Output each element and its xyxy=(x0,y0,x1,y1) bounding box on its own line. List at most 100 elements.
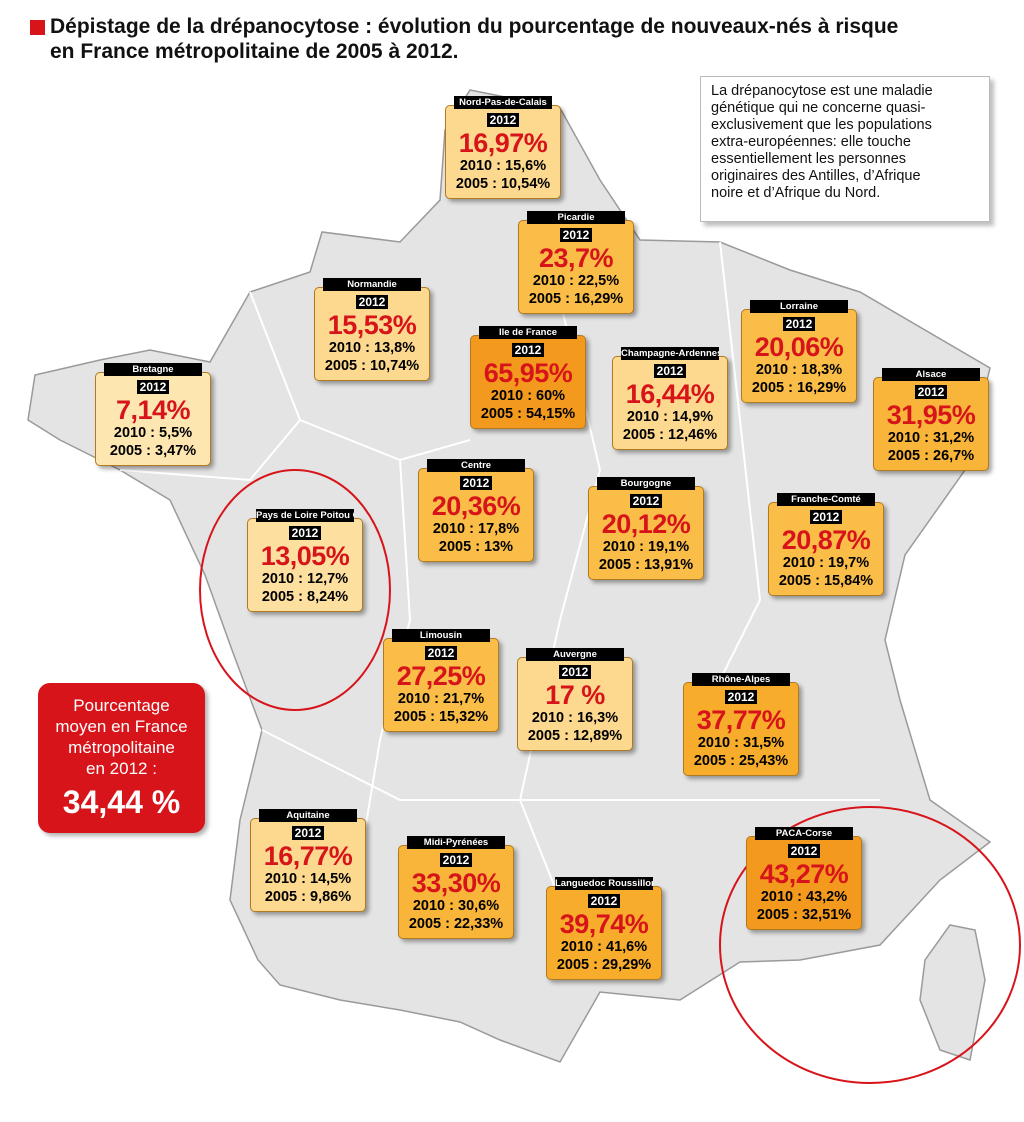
year-label: 2012 xyxy=(439,853,473,867)
region-box: Bretagne 2012 7,14% 2010 : 5,5% 2005 : 3,47% xyxy=(95,363,211,466)
value-2010: 2010 : 30,6% xyxy=(412,898,500,914)
info-line: essentiellement les personnes xyxy=(711,151,907,167)
year-label: 2012 xyxy=(587,894,621,908)
region-name: Picardie xyxy=(527,211,625,224)
year-label: 2012 xyxy=(355,295,389,309)
value-2010: 2010 : 60% xyxy=(490,388,566,404)
region-box: Languedoc Roussillon 2012 39,74% 2010 : 41,… xyxy=(546,877,662,980)
info-line: extra-européennes: elle touche xyxy=(711,134,911,150)
year-label: 2012 xyxy=(558,665,592,679)
value-2012: 39,74% xyxy=(559,909,649,939)
value-2010: 2010 : 41,6% xyxy=(560,939,648,955)
year-label: 2012 xyxy=(288,526,322,540)
value-2012: 31,95% xyxy=(886,400,976,430)
value-2012: 13,05% xyxy=(260,541,350,571)
info-line: génétique qui ne concerne quasi- xyxy=(711,100,926,116)
value-2010: 2010 : 14,9% xyxy=(626,409,714,425)
region-box: Auvergne 2012 17 % 2010 : 16,3% 2005 : 12,89… xyxy=(517,648,633,751)
year-label: 2012 xyxy=(511,343,545,357)
title-line: Dépistage de la drépanocytose : évolutio… xyxy=(50,15,899,38)
border xyxy=(719,241,762,681)
region-borders xyxy=(119,241,880,901)
highlight-circle xyxy=(719,806,1021,1084)
region-name: Bretagne xyxy=(104,363,202,376)
region-name: Rhône-Alpes xyxy=(692,673,790,686)
value-2012: 65,95% xyxy=(483,358,573,388)
value-2012: 27,25% xyxy=(396,661,486,691)
average-line: moyen en France xyxy=(55,717,188,736)
border xyxy=(261,729,880,801)
region-box: Lorraine 2012 20,06% 2010 : 18,3% 2005 : 16,… xyxy=(741,300,857,403)
region-box: Centre 2012 20,36% 2010 : 17,8% 2005 : 13% xyxy=(418,459,534,562)
region-box: Ile de France 2012 65,95% 2010 : 60% 2005 : … xyxy=(470,326,586,429)
region-name: Auvergne xyxy=(526,648,624,661)
year-label: 2012 xyxy=(914,385,948,399)
value-2005: 2005 : 32,51% xyxy=(756,907,852,923)
value-2005: 2005 : 12,89% xyxy=(527,728,623,744)
region-box: Franche-Comté 2012 20,87% 2010 : 19,7% 2005 … xyxy=(768,493,884,596)
value-2012: 20,87% xyxy=(781,525,871,555)
year-label: 2012 xyxy=(486,113,520,127)
region-name: Languedoc Roussillon xyxy=(555,877,653,890)
corsica xyxy=(919,924,986,1061)
region-name: Centre xyxy=(427,459,525,472)
value-2005: 2005 : 13,91% xyxy=(598,557,694,573)
highlight-circle xyxy=(199,469,391,711)
value-2012: 16,44% xyxy=(625,379,715,409)
value-2005: 2005 : 10,54% xyxy=(455,176,551,192)
region-name: Champagne-Ardennes xyxy=(621,347,719,360)
region-name: Normandie xyxy=(323,278,421,291)
title-line: en France métropolitaine de 2005 à 2012. xyxy=(50,40,459,63)
value-2012: 7,14% xyxy=(115,395,191,425)
value-2005: 2005 : 16,29% xyxy=(751,380,847,396)
value-2010: 2010 : 15,6% xyxy=(459,158,547,174)
value-2005: 2005 : 3,47% xyxy=(109,443,197,459)
year-label: 2012 xyxy=(291,826,325,840)
value-2012: 33,30% xyxy=(411,868,501,898)
region-name: Aquitaine xyxy=(259,809,357,822)
value-2010: 2010 : 31,5% xyxy=(697,735,785,751)
year-label: 2012 xyxy=(459,476,493,490)
value-2010: 2010 : 16,3% xyxy=(531,710,619,726)
region-name: Lorraine xyxy=(750,300,848,313)
year-label: 2012 xyxy=(724,690,758,704)
value-2005: 2005 : 29,29% xyxy=(556,957,652,973)
region-name: Alsace xyxy=(882,368,980,381)
value-2005: 2005 : 15,84% xyxy=(778,573,874,589)
value-2010: 2010 : 19,7% xyxy=(782,555,870,571)
region-name: Nord-Pas-de-Calais xyxy=(454,96,552,109)
year-label: 2012 xyxy=(424,646,458,660)
region-name: Bourgogne xyxy=(597,477,695,490)
region-box: Normandie 2012 15,53% 2010 : 13,8% 2005 : 10… xyxy=(314,278,430,381)
value-2010: 2010 : 19,1% xyxy=(602,539,690,555)
border xyxy=(119,419,301,482)
info-line: noire et d’Afrique du Nord. xyxy=(711,185,881,201)
value-2012: 17 % xyxy=(545,680,605,710)
value-2005: 2005 : 10,74% xyxy=(324,358,420,374)
year-label: 2012 xyxy=(809,510,843,524)
average-line: Pourcentage xyxy=(73,696,170,715)
value-2010: 2010 : 14,5% xyxy=(264,871,352,887)
value-2005: 2005 : 13% xyxy=(438,539,514,555)
average-label: Pourcentage moyen en France métropolitaine… xyxy=(38,695,205,779)
value-2005: 2005 : 25,43% xyxy=(693,753,789,769)
value-2005: 2005 : 15,32% xyxy=(393,709,489,725)
value-2010: 2010 : 5,5% xyxy=(113,425,193,441)
region-box: PACA-Corse 2012 43,27% 2010 : 43,2% 2005 : 3… xyxy=(746,827,862,930)
year-label: 2012 xyxy=(559,228,593,242)
info-line: originaires des Antilles, d’Afrique xyxy=(711,168,921,184)
region-box: Pays de Loire Poitou Charente201213,05%2… xyxy=(247,509,363,612)
region-name: Limousin xyxy=(392,629,490,642)
year-label: 2012 xyxy=(653,364,687,378)
value-2010: 2010 : 12,7% xyxy=(261,571,349,587)
value-2005: 2005 : 12,46% xyxy=(622,427,718,443)
value-2005: 2005 : 26,7% xyxy=(887,448,975,464)
value-2012: 23,7% xyxy=(538,243,614,273)
average-line: en 2012 : xyxy=(86,759,157,778)
value-2005: 2005 : 9,86% xyxy=(264,889,352,905)
average-line: métropolitaine xyxy=(68,738,175,757)
region-box: Midi-Pyrénées 2012 33,30% 2010 : 30,6% 2005 … xyxy=(398,836,514,939)
value-2010: 2010 : 18,3% xyxy=(755,362,843,378)
value-2012: 15,53% xyxy=(327,310,417,340)
